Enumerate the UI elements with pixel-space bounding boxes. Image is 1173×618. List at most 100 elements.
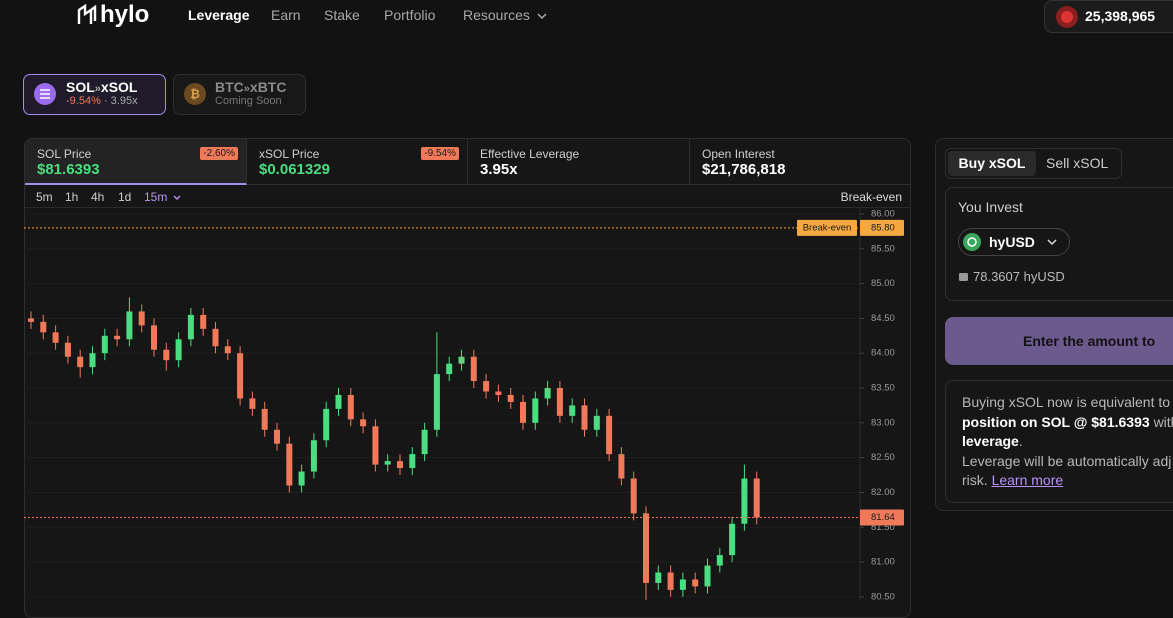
- pair-name: SOL»xSOL: [66, 79, 137, 95]
- token-select[interactable]: [958, 228, 1070, 256]
- nav-link[interactable]: Portfolio: [384, 7, 436, 23]
- nav-link[interactable]: Leverage: [188, 7, 250, 23]
- stat-value: 3.95x: [480, 161, 518, 178]
- invest-box: [945, 187, 1173, 301]
- marker-label-bg: [797, 219, 857, 236]
- info-line: Leverage will be automatically adj: [962, 452, 1172, 469]
- candle-body: [200, 314, 207, 329]
- candle-body: [323, 408, 330, 441]
- base: BTC: [215, 79, 244, 95]
- balance: 78.3607 hyUSD: [973, 269, 1065, 284]
- status: Coming Soon: [215, 95, 282, 107]
- toolbar: [25, 186, 910, 208]
- trade-panel: Buy xSOL Sell xSOL You Invest hyUSD 78.3…: [935, 138, 1173, 511]
- y-tick-label: 81.50: [871, 522, 895, 533]
- sep: »: [94, 83, 101, 95]
- candle-body: [372, 426, 379, 465]
- candle-body: [409, 454, 416, 469]
- candle-body: [138, 311, 145, 326]
- candle-body: [89, 353, 96, 368]
- target: xBTC: [249, 79, 287, 95]
- candle-body: [470, 356, 477, 382]
- nav-link[interactable]: Stake: [324, 7, 360, 23]
- stat-value: $0.061329: [259, 161, 330, 178]
- btc-icon: ₿: [184, 83, 206, 105]
- timeframe[interactable]: 5m: [36, 190, 53, 204]
- indicator: Break-even: [840, 190, 902, 204]
- chevron: [537, 13, 547, 20]
- timeframe[interactable]: 4h: [91, 190, 105, 204]
- y-tick-label: 86.00: [871, 208, 895, 219]
- candle-body: [126, 311, 133, 340]
- y-tick-label: 80.50: [871, 591, 895, 600]
- candle-body: [667, 572, 674, 590]
- timeframe[interactable]: 1h: [65, 190, 79, 204]
- candle-body: [310, 440, 317, 472]
- tab[interactable]: Sell xSOL: [1046, 155, 1109, 171]
- chart-card: SOL Price $81.6393 -2.60% xSOL Price $0.061…: [24, 138, 911, 618]
- logo-icon: [77, 4, 97, 24]
- timeframe[interactable]: 15m: [144, 190, 168, 204]
- candle-body: [335, 394, 342, 409]
- sol-icon: [34, 83, 56, 105]
- wallet-icon: [959, 273, 968, 281]
- candle-body: [458, 356, 465, 364]
- candle-body: [347, 394, 354, 420]
- target: xSOL: [100, 79, 138, 95]
- stat-label: Effective Leverage: [480, 147, 580, 161]
- balance: 25,398,965: [1085, 8, 1156, 24]
- y-tick-label: 84.00: [871, 348, 895, 359]
- candle-body: [544, 388, 551, 399]
- candle-body: [729, 523, 736, 556]
- page: hylo Leverage Earn Stake Portfolio Resou…: [23, 0, 1173, 618]
- info-bold: leverage: [962, 433, 1019, 449]
- stat-label: SOL Price: [37, 147, 92, 161]
- y-tick-label: 83.50: [871, 383, 895, 394]
- candle-body: [212, 328, 219, 347]
- candle-body: [556, 388, 563, 416]
- candle-body: [151, 325, 157, 350]
- nav-link[interactable]: Earn: [271, 7, 301, 23]
- info-text: .: [1018, 433, 1023, 449]
- candle-body: [114, 335, 121, 340]
- candle-body: [520, 401, 526, 423]
- candle-body: [384, 461, 391, 465]
- candle-body: [77, 356, 84, 368]
- candle-body: [40, 321, 47, 333]
- candle-body: [655, 572, 662, 583]
- info-text: risk.: [962, 472, 988, 488]
- y-tick-label: 83.00: [871, 417, 895, 428]
- candle-body: [237, 353, 244, 399]
- candle-body: [618, 454, 625, 479]
- candle-body: [606, 415, 613, 455]
- stat-label: Open Interest: [702, 147, 775, 161]
- info-text: Buying xSOL now is equivalent to positio…: [962, 393, 1173, 491]
- candle-body: [274, 429, 280, 444]
- candle-body: [716, 555, 723, 566]
- nav-link[interactable]: Resources: [463, 7, 530, 23]
- candle-body: [261, 408, 268, 430]
- candle-body: [101, 335, 108, 354]
- candle-body: [495, 391, 502, 395]
- marker-tag: [860, 509, 904, 526]
- candle-body: [298, 471, 305, 486]
- candle-body: [360, 419, 367, 427]
- candle-body: [593, 415, 600, 430]
- sep: »: [243, 83, 250, 95]
- candle-body: [249, 398, 256, 409]
- marker-label: Break-even: [803, 222, 852, 233]
- token: hyUSD: [989, 234, 1035, 250]
- tab[interactable]: Buy xSOL: [948, 151, 1036, 176]
- candle-body: [679, 579, 686, 590]
- stat: Open Interest $21,786,818: [690, 139, 910, 185]
- candle-body: [433, 374, 440, 430]
- candle-body: [175, 339, 182, 361]
- marker-value: 81.64: [871, 512, 895, 523]
- submit-button[interactable]: Enter the amount to: [945, 317, 1173, 365]
- timeframe[interactable]: 1d: [118, 190, 132, 204]
- learn-more[interactable]: Learn more: [991, 472, 1064, 488]
- candle-body: [187, 314, 194, 340]
- logo[interactable]: hylo: [100, 1, 150, 28]
- candle-body: [446, 363, 453, 375]
- chevron: [1047, 239, 1057, 246]
